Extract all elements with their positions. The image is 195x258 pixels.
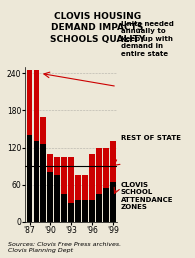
Bar [82,200,88,222]
Bar [110,182,116,222]
Bar [103,148,109,188]
Bar [68,203,74,222]
Bar [47,154,53,172]
Bar [47,172,53,222]
Bar [27,135,32,222]
Bar [54,175,60,222]
Bar [82,175,88,200]
Bar [75,200,81,222]
Bar [61,157,67,194]
Bar [89,200,95,222]
Bar [27,70,32,135]
Bar [96,148,102,194]
Bar [89,154,95,200]
Bar [75,175,81,200]
Text: CLOVIS
SCHOOL
ATTENDANCE
ZONES: CLOVIS SCHOOL ATTENDANCE ZONES [121,182,173,210]
Text: CLOVIS HOUSING
DEMAND IMPACTS
SCHOOLS QUALITY: CLOVIS HOUSING DEMAND IMPACTS SCHOOLS QU… [50,12,145,44]
Text: Sources: Clovis Free Press archives.
Clovis Planning Dept: Sources: Clovis Free Press archives. Clo… [8,242,121,253]
Bar [34,141,39,222]
Bar [110,141,116,182]
Bar [34,70,39,141]
Bar [40,117,46,144]
Bar [54,157,60,175]
Bar [68,157,74,203]
Bar [103,188,109,222]
Text: Units needed
annually to
keep up with
demand in
entire state: Units needed annually to keep up with de… [121,21,174,57]
Bar [96,194,102,222]
Bar [40,144,46,222]
Bar [61,194,67,222]
Text: REST OF STATE: REST OF STATE [121,135,181,141]
